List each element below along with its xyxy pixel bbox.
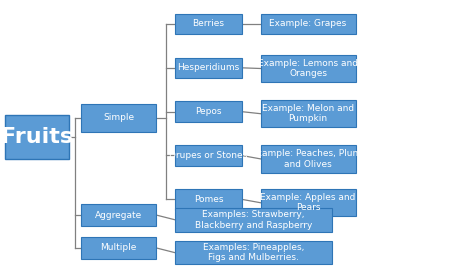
FancyBboxPatch shape	[81, 104, 156, 132]
FancyBboxPatch shape	[261, 100, 356, 127]
FancyBboxPatch shape	[175, 14, 242, 34]
FancyBboxPatch shape	[175, 241, 332, 264]
FancyBboxPatch shape	[175, 145, 242, 166]
Text: Berries: Berries	[192, 19, 225, 28]
Text: Fruits: Fruits	[0, 127, 73, 147]
FancyBboxPatch shape	[81, 237, 156, 259]
Text: Pomes: Pomes	[194, 195, 223, 204]
Text: Pepos: Pepos	[195, 107, 222, 116]
Text: Example: Apples and
Pears: Example: Apples and Pears	[260, 193, 356, 212]
Text: Aggregate: Aggregate	[95, 211, 142, 219]
Text: Example: Grapes: Example: Grapes	[270, 19, 346, 28]
FancyBboxPatch shape	[261, 55, 356, 82]
FancyBboxPatch shape	[175, 101, 242, 122]
Text: Examples: Pineapples,
Figs and Mulberries.: Examples: Pineapples, Figs and Mulberrie…	[203, 243, 304, 262]
FancyBboxPatch shape	[5, 115, 69, 159]
FancyBboxPatch shape	[81, 204, 156, 226]
Text: Hesperidiums: Hesperidiums	[177, 63, 240, 72]
FancyBboxPatch shape	[261, 145, 356, 173]
FancyBboxPatch shape	[175, 58, 242, 78]
FancyBboxPatch shape	[261, 14, 356, 34]
Text: Example: Melon and
Pumpkin: Example: Melon and Pumpkin	[262, 104, 354, 123]
Text: Examples: Strawberry,
Blackberry and Raspberry: Examples: Strawberry, Blackberry and Ras…	[195, 210, 312, 230]
Text: Drupes or Stones: Drupes or Stones	[169, 151, 248, 160]
FancyBboxPatch shape	[175, 189, 242, 210]
Text: Example: Peaches, Plums
and Olives: Example: Peaches, Plums and Olives	[251, 149, 365, 169]
Text: Example: Lemons and
Oranges: Example: Lemons and Oranges	[258, 59, 358, 78]
Text: Simple: Simple	[103, 113, 134, 122]
FancyBboxPatch shape	[261, 189, 356, 216]
Text: Multiple: Multiple	[100, 244, 137, 252]
FancyBboxPatch shape	[175, 208, 332, 232]
